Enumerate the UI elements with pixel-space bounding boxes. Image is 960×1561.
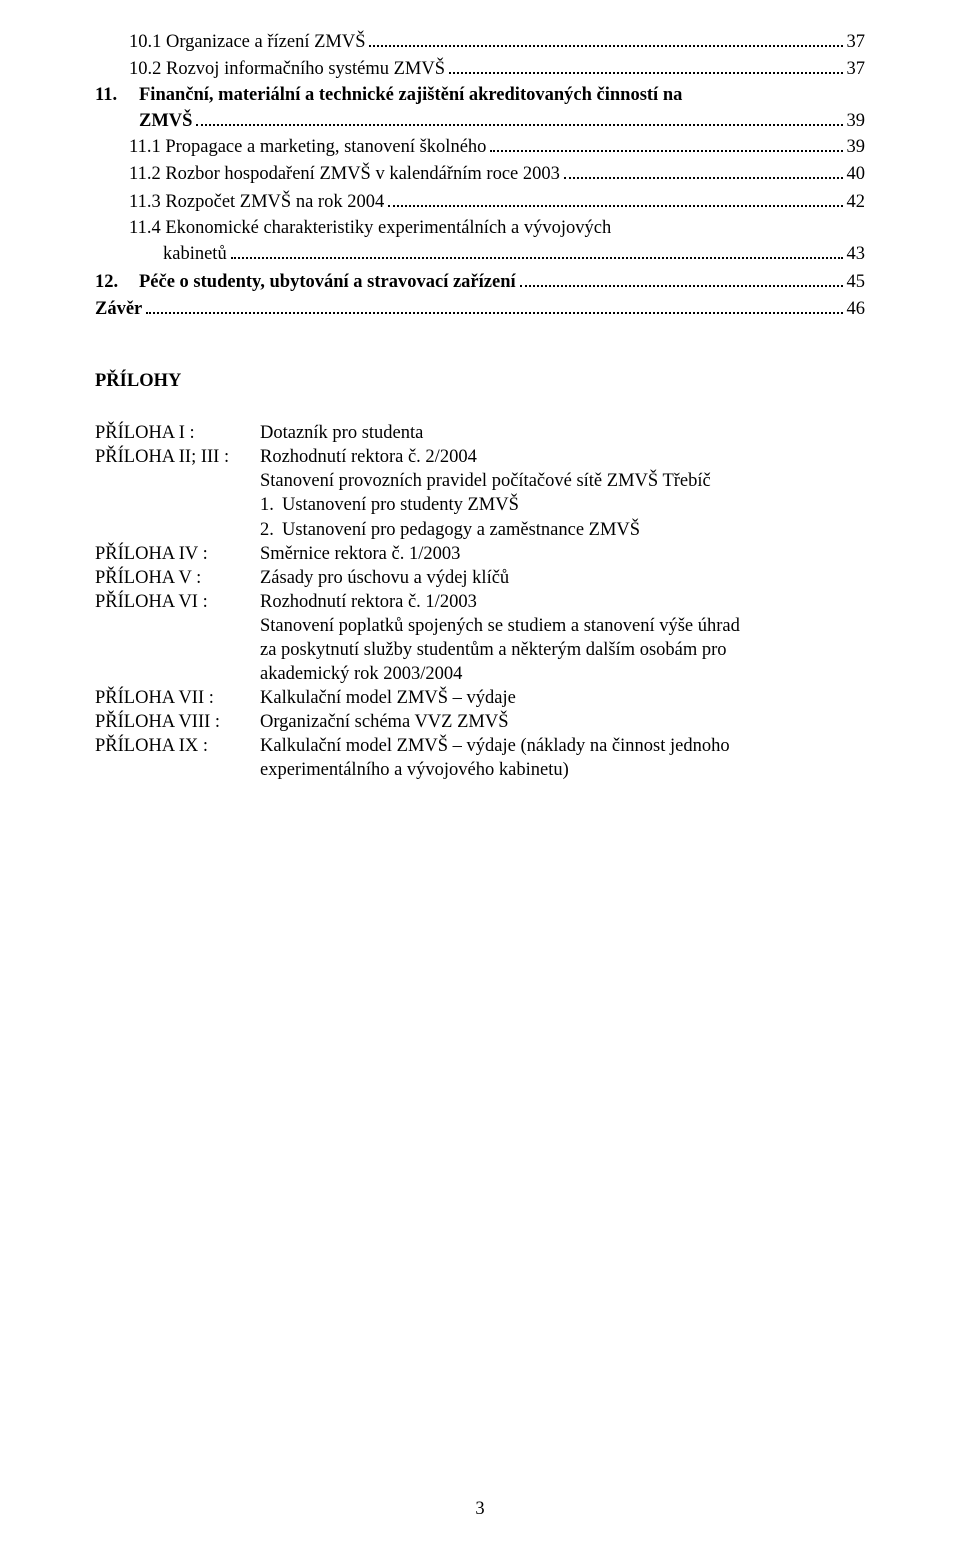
toc-page: 37 [847,30,866,54]
attachment-body: Zásady pro úschovu a výdej klíčů [260,566,865,590]
attachment-label: PŘÍLOHA VII : [95,686,260,710]
attachment-label: PŘÍLOHA II; III : [95,445,260,469]
attachment-label: PŘÍLOHA IX : [95,734,260,758]
toc-dots [196,107,842,126]
attachment-subline: Stanovení provozních pravidel počítačové… [95,469,865,493]
toc-line: Závěr 46 [95,296,865,322]
toc-dots [369,28,842,47]
document-page: 10.1 Organizace a řízení ZMVŠ 37 10.2 Ro… [0,0,960,1561]
attachment-subtext: Stanovení provozních pravidel počítačové… [260,469,865,493]
attachment-subtext: akademický rok 2003/2004 [260,662,865,686]
toc-page: 45 [847,270,866,294]
toc-label: ZMVŠ [139,109,192,133]
attachment-row: PŘÍLOHA VIII : Organizační schéma VVZ ZM… [95,710,865,734]
attachment-subline: akademický rok 2003/2004 [95,662,865,686]
toc-page: 39 [847,135,866,159]
toc-dots [146,296,842,315]
toc-line: 10.2 Rozvoj informačního systému ZMVŠ 37 [95,56,865,82]
attachment-row: PŘÍLOHA II; III : Rozhodnutí rektora č. … [95,445,865,469]
toc-page: 43 [847,242,866,266]
attachment-subline: experimentálního a vývojového kabinetu) [95,758,865,782]
attachment-row: PŘÍLOHA VI : Rozhodnutí rektora č. 1/200… [95,590,865,614]
toc-label: Finanční, materiální a technické zajiště… [139,83,865,107]
attachment-row: PŘÍLOHA V : Zásady pro úschovu a výdej k… [95,566,865,590]
attachment-label: PŘÍLOHA I : [95,421,260,445]
attachment-body: Dotazník pro studenta [260,421,865,445]
toc-dots [490,133,842,152]
list-number: 2. [260,518,282,542]
toc-label: Péče o studenty, ubytování a stravovací … [139,270,516,294]
toc-number: 11. [95,83,139,133]
toc-number: 12. [95,270,139,294]
toc-dots [388,188,842,207]
toc-label: 11.4 Ekonomické charakteristiky experime… [129,216,865,240]
attachment-subline: za poskytnutí služby studentům a některý… [95,638,865,662]
attachment-label: PŘÍLOHA VIII : [95,710,260,734]
toc-label: 11.1 Propagace a marketing, stanovení šk… [129,135,486,159]
attachment-subtext: Stanovení poplatků spojených se studiem … [260,614,865,638]
attachment-row: PŘÍLOHA I : Dotazník pro studenta [95,421,865,445]
toc-line-hanging: 11. Finanční, materiální a technické zaj… [95,83,865,133]
toc-page: 39 [847,109,866,133]
toc-page: 37 [847,57,866,81]
toc-line-wrap: 11.4 Ekonomické charakteristiky experime… [95,216,865,266]
attachment-row: PŘÍLOHA IX : Kalkulační model ZMVŠ – výd… [95,734,865,758]
attachment-row: PŘÍLOHA VII : Kalkulační model ZMVŠ – vý… [95,686,865,710]
attachment-subtext: za poskytnutí služby studentům a některý… [260,638,865,662]
attachment-label: PŘÍLOHA V : [95,566,260,590]
list-text: Ustanovení pro studenty ZMVŠ [282,493,519,517]
toc-dots [520,268,843,287]
toc-page: 42 [847,190,866,214]
toc-dots [449,56,842,75]
toc-label: 10.1 Organizace a řízení ZMVŠ [129,30,365,54]
toc-label: Závěr [95,297,142,321]
attachment-body: Kalkulační model ZMVŠ – výdaje (náklady … [260,734,865,758]
list-text: Ustanovení pro pedagogy a zaměstnance ZM… [282,518,640,542]
attachment-body: Rozhodnutí rektora č. 1/2003 [260,590,865,614]
attachment-label: PŘÍLOHA IV : [95,542,260,566]
toc-line: 11.3 Rozpočet ZMVŠ na rok 2004 42 [95,188,865,214]
attachment-subline: 2. Ustanovení pro pedagogy a zaměstnance… [95,518,865,542]
toc-line: 10.1 Organizace a řízení ZMVŠ 37 [95,28,865,54]
attachment-body: Organizační schéma VVZ ZMVŠ [260,710,865,734]
toc-page: 46 [847,297,866,321]
attachment-subline: Stanovení poplatků spojených se studiem … [95,614,865,638]
attachment-label: PŘÍLOHA VI : [95,590,260,614]
attachment-subtext: experimentálního a vývojového kabinetu) [260,758,865,782]
toc-label: 11.2 Rozbor hospodaření ZMVŠ v kalendářn… [129,162,560,186]
toc-dots [231,240,843,259]
attachment-body: Rozhodnutí rektora č. 2/2004 [260,445,865,469]
attachment-subline: 1. Ustanovení pro studenty ZMVŠ [95,493,865,517]
page-number: 3 [0,1497,960,1521]
attachment-row: PŘÍLOHA IV : Směrnice rektora č. 1/2003 [95,542,865,566]
attachments-heading: PŘÍLOHY [95,369,865,393]
toc-line: 11.2 Rozbor hospodaření ZMVŠ v kalendářn… [95,161,865,187]
toc-label: 11.3 Rozpočet ZMVŠ na rok 2004 [129,190,384,214]
toc-page: 40 [847,162,866,186]
toc-line: 11.1 Propagace a marketing, stanovení šk… [95,133,865,159]
toc-dots [564,161,843,180]
toc-label: 10.2 Rozvoj informačního systému ZMVŠ [129,57,445,81]
toc-line: 12. Péče o studenty, ubytování a stravov… [95,268,865,294]
attachment-body: Směrnice rektora č. 1/2003 [260,542,865,566]
toc-label: kabinetů [163,242,227,266]
attachment-body: Kalkulační model ZMVŠ – výdaje [260,686,865,710]
list-number: 1. [260,493,282,517]
